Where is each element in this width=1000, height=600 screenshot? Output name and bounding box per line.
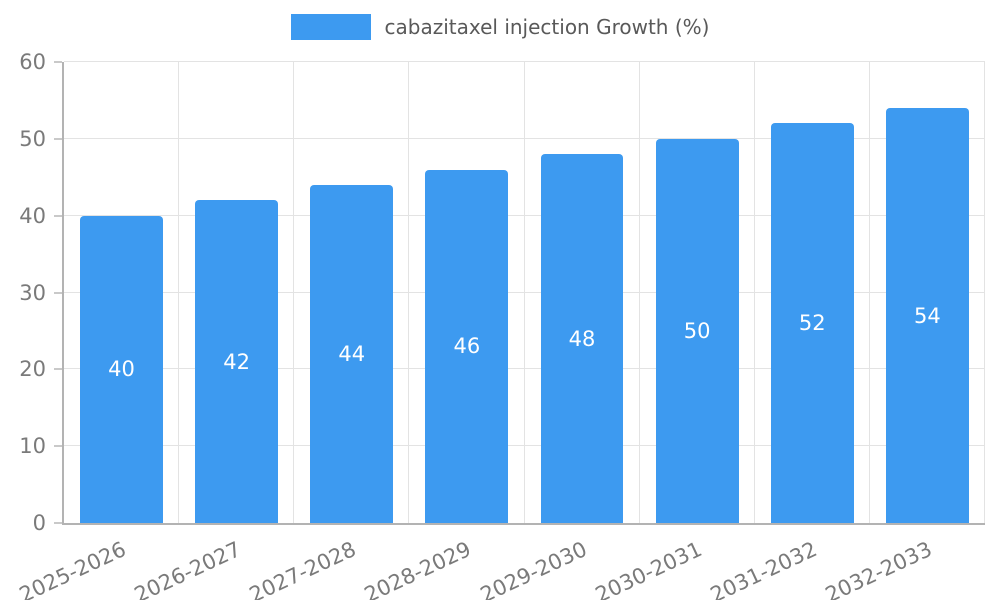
y-tick-mark [54, 368, 62, 371]
bar-value-label: 40 [108, 357, 135, 382]
x-tick-label: 2027-2028 [246, 537, 360, 600]
gridline-vertical [638, 62, 640, 523]
bar[interactable]: 50 [655, 138, 739, 523]
bar-value-label: 50 [683, 318, 711, 343]
x-tick-label: 2031-2032 [706, 537, 821, 600]
bar-value-label: 48 [568, 326, 596, 351]
x-tick-label: 2025-2026 [15, 537, 130, 600]
y-tick-label: 10 [19, 434, 46, 459]
y-tick-label: 40 [19, 203, 46, 228]
x-tick-label: 2032-2033 [821, 537, 936, 600]
gridline-vertical [178, 62, 180, 523]
gridline-vertical [293, 62, 295, 523]
gridline-vertical [868, 62, 870, 523]
legend-label: cabazitaxel injection Growth (%) [384, 15, 710, 39]
y-tick-label: 60 [19, 50, 46, 74]
x-tick-label: 2029-2030 [476, 537, 591, 600]
bar-value-label: 42 [223, 349, 251, 374]
y-tick-label: 20 [19, 357, 46, 382]
y-tick-mark [54, 522, 62, 524]
x-tick-label: 2026-2027 [130, 537, 245, 600]
bar[interactable]: 42 [195, 200, 279, 523]
bar[interactable]: 52 [770, 123, 854, 523]
bar[interactable]: 54 [885, 108, 969, 523]
bar-value-label: 52 [798, 311, 826, 336]
x-axis: 2025-2026 2026-2027 2027-2028 2028-2029 2029… [0, 527, 1000, 600]
gridline-horizontal [64, 137, 985, 139]
gridline-vertical [984, 62, 985, 523]
gridline-horizontal [64, 61, 985, 62]
gridline-horizontal [64, 368, 985, 370]
y-tick-mark [54, 445, 62, 448]
gridline-vertical [523, 62, 525, 523]
bar-value-label: 46 [453, 334, 481, 359]
gridline-vertical [753, 62, 755, 523]
y-tick-label: 50 [19, 126, 46, 151]
y-tick-mark [54, 214, 62, 217]
bar-value-label: 44 [338, 341, 366, 366]
x-tick-label: 2030-2031 [591, 537, 706, 600]
plot-area: 40 42 44 46 48 50 52 54 [62, 61, 985, 525]
bar[interactable]: 44 [310, 184, 394, 523]
y-tick-mark [54, 291, 62, 294]
x-tick-label: 2028-2029 [361, 537, 476, 600]
chart-legend[interactable]: cabazitaxel injection Growth (%) [0, 14, 1000, 40]
bar-value-label: 54 [914, 303, 941, 328]
y-tick-mark [54, 137, 62, 140]
bar[interactable]: 46 [425, 169, 509, 523]
y-tick-label: 0 [32, 511, 46, 535]
gridline-vertical [408, 62, 410, 523]
y-tick-mark [54, 61, 62, 63]
legend-swatch-icon [290, 14, 371, 40]
bar[interactable]: 48 [540, 154, 624, 523]
bar[interactable]: 40 [80, 215, 163, 523]
gridline-horizontal [64, 214, 985, 216]
gridline-horizontal [64, 445, 985, 447]
gridline-horizontal [64, 291, 985, 293]
y-tick-label: 30 [19, 280, 46, 305]
